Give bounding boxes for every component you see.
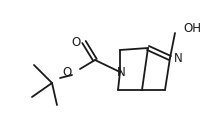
Text: N: N xyxy=(117,66,125,79)
Text: O: O xyxy=(63,66,72,79)
Text: O: O xyxy=(72,36,81,49)
Text: N: N xyxy=(174,51,183,64)
Text: OH: OH xyxy=(183,21,201,34)
